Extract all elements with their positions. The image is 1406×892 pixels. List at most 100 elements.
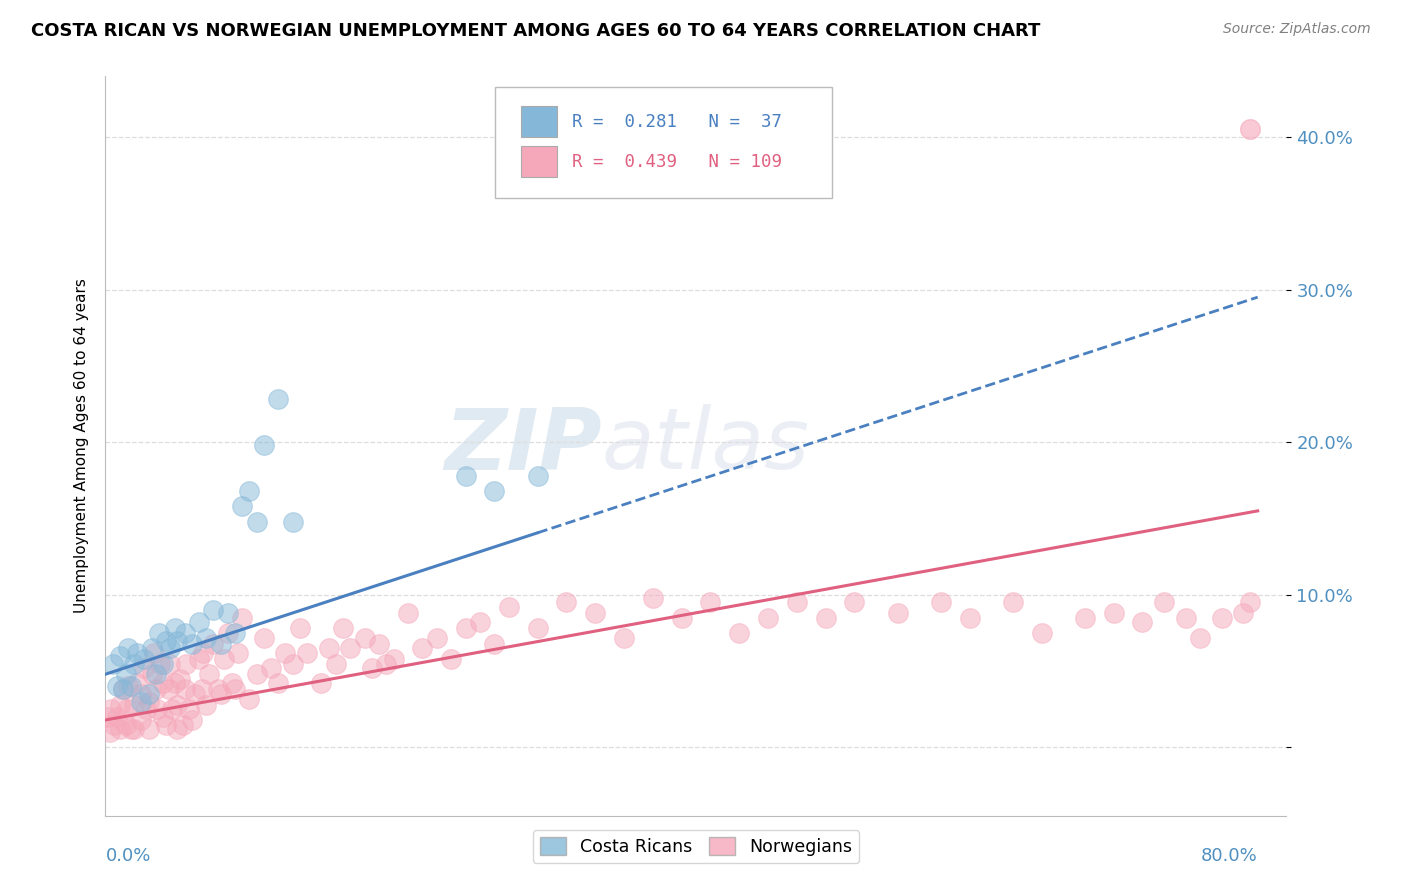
Point	[1211, 611, 1233, 625]
Point	[246, 515, 269, 529]
Point	[555, 595, 578, 609]
Text: 80.0%: 80.0%	[1201, 847, 1258, 864]
Point	[253, 438, 276, 452]
Point	[131, 695, 153, 709]
Point	[195, 698, 218, 712]
Point	[120, 722, 142, 736]
Point	[1239, 122, 1261, 136]
Point	[131, 713, 153, 727]
Point	[411, 641, 433, 656]
Point	[526, 468, 548, 483]
Point	[166, 698, 188, 712]
Point	[180, 713, 202, 727]
Point	[122, 657, 145, 671]
Point	[138, 722, 160, 736]
Point	[120, 680, 142, 694]
Point	[111, 682, 134, 697]
Point	[281, 515, 304, 529]
Point	[134, 661, 156, 675]
FancyBboxPatch shape	[495, 87, 832, 198]
Point	[375, 657, 398, 671]
Text: ZIP: ZIP	[444, 404, 602, 488]
Point	[141, 667, 163, 681]
Legend: Costa Ricans, Norwegians: Costa Ricans, Norwegians	[533, 830, 859, 863]
Point	[101, 657, 124, 671]
Point	[311, 676, 333, 690]
Text: R =  0.439   N = 109: R = 0.439 N = 109	[572, 153, 782, 170]
Point	[231, 500, 253, 514]
Point	[105, 710, 128, 724]
Bar	[522, 106, 557, 137]
Point	[382, 652, 405, 666]
Point	[641, 591, 664, 605]
Point	[1174, 611, 1197, 625]
Point	[396, 606, 419, 620]
Point	[468, 615, 491, 630]
Point	[138, 687, 160, 701]
Point	[172, 717, 194, 731]
Point	[454, 468, 477, 483]
Text: R =  0.281   N =  37: R = 0.281 N = 37	[572, 112, 782, 131]
Point	[127, 676, 149, 690]
Point	[122, 698, 145, 712]
Text: COSTA RICAN VS NORWEGIAN UNEMPLOYMENT AMONG AGES 60 TO 64 YEARS CORRELATION CHAR: COSTA RICAN VS NORWEGIAN UNEMPLOYMENT AM…	[31, 22, 1040, 40]
Point	[959, 611, 981, 625]
Point	[114, 717, 136, 731]
Point	[177, 702, 200, 716]
Point	[844, 595, 866, 609]
Point	[1074, 611, 1097, 625]
Point	[115, 702, 138, 716]
Point	[699, 595, 721, 609]
Point	[145, 667, 167, 681]
Point	[157, 682, 180, 697]
Point	[288, 622, 311, 636]
Point	[163, 622, 186, 636]
Point	[117, 680, 139, 694]
Point	[155, 633, 177, 648]
Point	[786, 595, 808, 609]
Point	[160, 702, 183, 716]
Point	[159, 641, 181, 656]
Point	[1189, 631, 1212, 645]
Point	[583, 606, 606, 620]
Point	[484, 483, 506, 498]
Point	[131, 687, 153, 701]
Point	[134, 652, 156, 666]
Point	[267, 392, 290, 407]
Point	[152, 676, 174, 690]
Point	[332, 622, 354, 636]
Point	[426, 631, 449, 645]
Point	[253, 631, 276, 645]
Point	[1153, 595, 1175, 609]
Point	[149, 657, 172, 671]
Point	[1102, 606, 1125, 620]
Text: 0.0%: 0.0%	[105, 847, 150, 864]
Point	[295, 646, 318, 660]
Point	[226, 646, 249, 660]
Point	[209, 687, 232, 701]
Point	[166, 633, 188, 648]
Point	[159, 657, 181, 671]
Point	[1001, 595, 1024, 609]
Point	[122, 722, 145, 736]
Point	[325, 657, 347, 671]
Point	[368, 637, 391, 651]
Point	[202, 637, 225, 651]
Point	[238, 691, 260, 706]
Point	[260, 661, 283, 675]
Point	[231, 611, 253, 625]
Point	[188, 652, 211, 666]
Point	[454, 622, 477, 636]
Point	[526, 622, 548, 636]
Point	[224, 682, 246, 697]
Point	[361, 661, 384, 675]
Point	[180, 637, 202, 651]
Point	[111, 682, 134, 697]
Point	[202, 603, 225, 617]
Point	[728, 626, 751, 640]
Point	[173, 626, 195, 640]
Text: atlas: atlas	[602, 404, 810, 488]
Point	[108, 648, 131, 663]
Point	[756, 611, 779, 625]
Point	[143, 646, 166, 660]
